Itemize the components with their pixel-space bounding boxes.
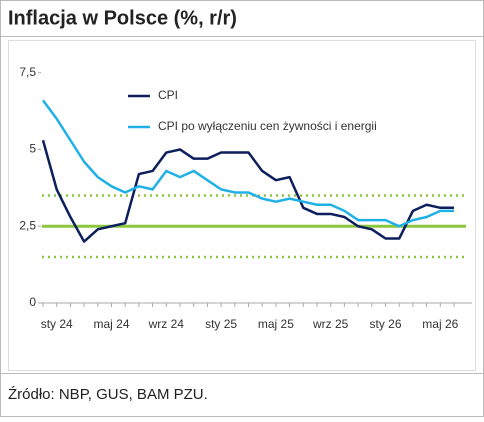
source: Źródło: NBP, GUS, BAM PZU. [8, 386, 208, 403]
chart-title: Inflacja w Polsce (%, r/r) [8, 7, 237, 29]
series-line [41, 139, 454, 243]
x-tick-label: wrz 24 [148, 317, 185, 331]
x-tick-label: maj 26 [422, 317, 458, 331]
x-tick-label: sty 26 [369, 317, 401, 331]
legend-label: CPI po wyłączeniu cen żywności i energii [158, 119, 377, 133]
y-tick-label: 0 [29, 295, 36, 309]
x-tick-label: sty 25 [205, 317, 237, 331]
x-tick-label: maj 24 [93, 317, 129, 331]
x-tick-label: wrz 25 [312, 317, 349, 331]
y-tick-label: 5 [29, 142, 36, 156]
x-tick-label: sty 24 [41, 317, 73, 331]
x-tick-label: maj 25 [258, 317, 294, 331]
y-tick-label: 7,5 [19, 65, 36, 79]
y-tick-label: 2,5 [19, 218, 36, 232]
legend-label: CPI [158, 88, 178, 102]
series-line [41, 99, 454, 228]
plot-frame [8, 40, 476, 371]
